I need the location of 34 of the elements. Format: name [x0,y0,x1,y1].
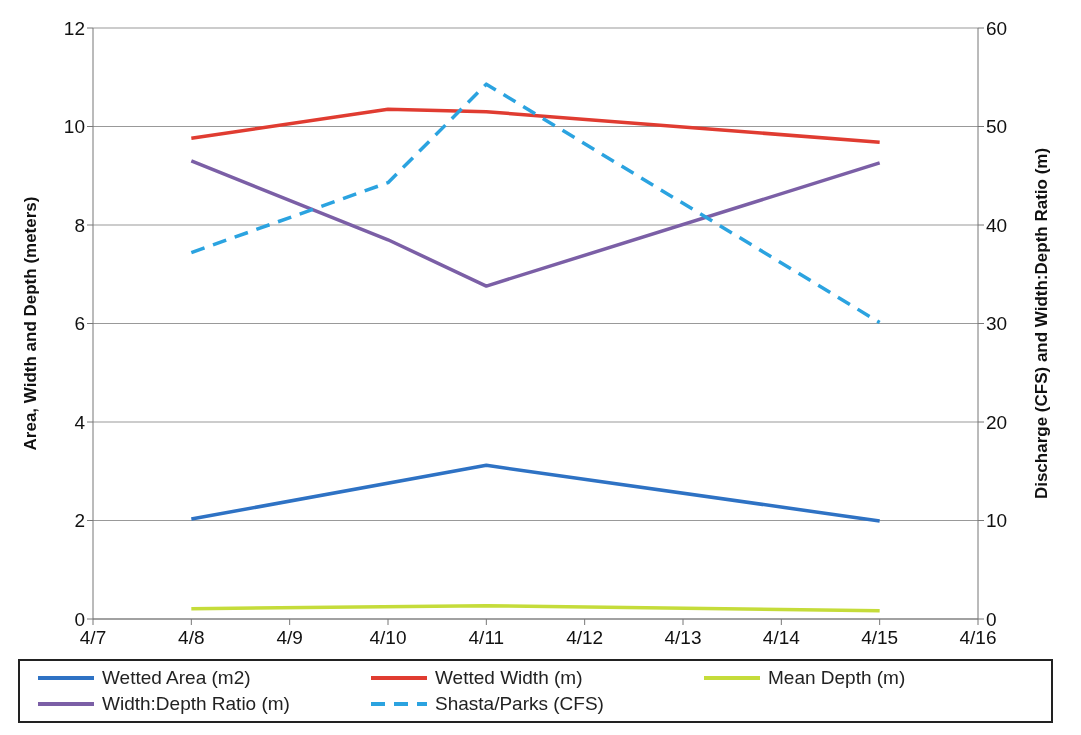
x-tick-label: 4/16 [959,627,997,649]
y2-tick-label: 0 [986,608,997,630]
y-tick-label: 0 [74,608,85,630]
y-tick-label: 12 [63,17,85,39]
y2-tick-label: 20 [986,411,1008,433]
legend-label: Wetted Area (m2) [102,667,251,689]
x-tick-label: 4/8 [178,627,205,649]
x-tick-label: 4/11 [468,627,505,649]
y2-tick-label: 60 [986,17,1008,39]
y2-axis-title: Discharge (CFS) and Width:Depth Ratio (m) [1032,147,1052,500]
x-tick-label: 4/7 [79,627,107,649]
line-series [189,159,882,288]
line-series [189,107,882,145]
y2-tick-label: 40 [986,214,1008,236]
x-tick-label: 4/13 [664,627,702,649]
x-tick-label: 4/15 [861,627,899,649]
y-tick-label: 10 [63,116,85,138]
y-tick-label: 4 [74,411,86,433]
y-tick-label: 2 [74,510,85,532]
legend-label: Shasta/Parks (CFS) [435,693,604,715]
y-tick-label: 6 [74,313,85,335]
legend-label: Mean Depth (m) [768,667,906,689]
x-tick-label: 4/14 [762,627,801,649]
x-tick-label: 4/9 [276,627,303,649]
y2-tick-label: 10 [986,510,1008,532]
legend-label: Width:Depth Ratio (m) [102,693,290,715]
x-tick-label: 4/10 [369,627,407,649]
y-tick-label: 8 [74,214,85,236]
line-series [189,82,882,325]
y-axis-title: Area, Width and Depth (meters) [21,196,41,451]
y2-tick-label: 50 [986,116,1008,138]
y2-tick-label: 30 [986,313,1008,335]
legend-label: Wetted Width (m) [435,667,583,689]
x-tick-label: 4/12 [566,627,604,649]
